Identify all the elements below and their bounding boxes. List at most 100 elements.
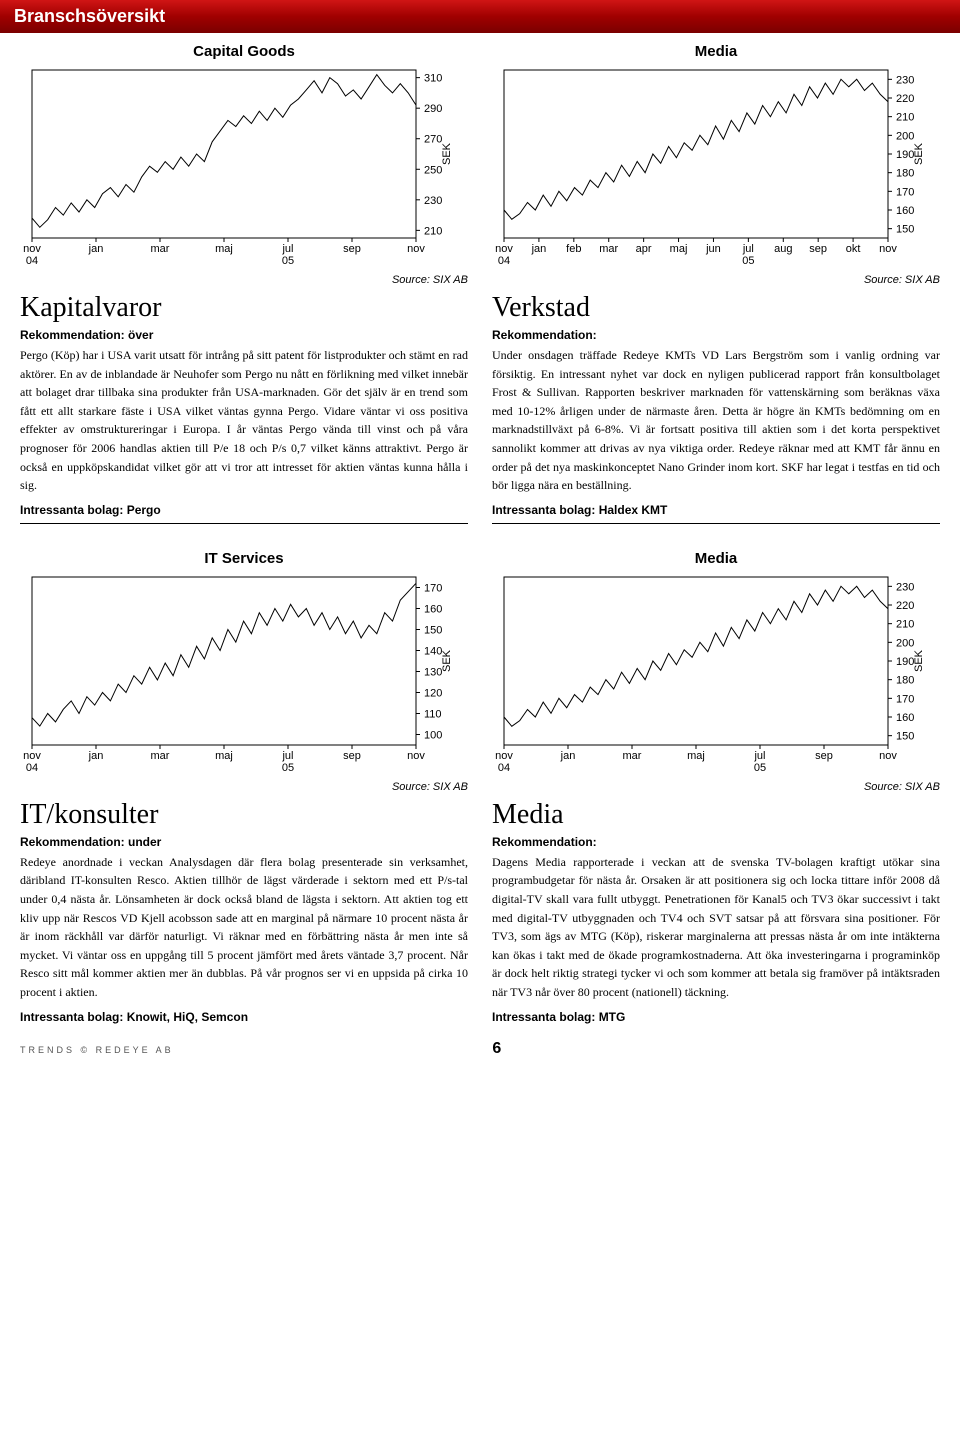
- page-header: Branschsöversikt: [0, 0, 960, 33]
- svg-text:110: 110: [424, 708, 442, 720]
- header-title: Branschsöversikt: [14, 6, 165, 26]
- svg-text:160: 160: [424, 603, 442, 615]
- chart-media-top: 150160170180190200210220230 nov04janfebm…: [492, 62, 940, 272]
- svg-text:210: 210: [896, 112, 914, 124]
- chart-source: Source: SIX AB: [20, 781, 468, 793]
- svg-text:jan: jan: [88, 243, 104, 255]
- body-itkonsulter: Redeye anordnade i veckan Analysdagen dä…: [20, 853, 468, 1002]
- svg-text:mar: mar: [623, 750, 642, 762]
- divider: [20, 523, 468, 524]
- svg-text:190: 190: [896, 149, 914, 161]
- svg-text:apr: apr: [636, 243, 652, 255]
- svg-text:SEK: SEK: [441, 649, 453, 672]
- svg-text:sep: sep: [815, 750, 833, 762]
- svg-text:250: 250: [424, 164, 442, 176]
- svg-text:jan: jan: [560, 750, 576, 762]
- svg-text:220: 220: [896, 600, 914, 612]
- svg-text:mar: mar: [599, 243, 618, 255]
- footer-page-number: 6: [492, 1040, 501, 1058]
- svg-text:230: 230: [896, 74, 914, 86]
- chart-source: Source: SIX AB: [20, 274, 468, 286]
- col-capital-goods: Capital Goods 210230250270290310 nov04ja…: [20, 43, 468, 534]
- reco-media: Rekommendation:: [492, 835, 940, 849]
- svg-text:200: 200: [896, 637, 914, 649]
- svg-text:05: 05: [282, 255, 294, 267]
- svg-text:200: 200: [896, 130, 914, 142]
- svg-text:210: 210: [896, 618, 914, 630]
- svg-text:jan: jan: [88, 750, 104, 762]
- svg-text:maj: maj: [215, 750, 233, 762]
- chart-source: Source: SIX AB: [492, 274, 940, 286]
- svg-text:230: 230: [896, 581, 914, 593]
- svg-text:jun: jun: [705, 243, 721, 255]
- reco-kapitalvaror: Rekommendation: över: [20, 328, 468, 342]
- svg-text:05: 05: [754, 762, 766, 774]
- chart-title-media-bottom: Media: [492, 550, 940, 567]
- section-title-itkonsulter: IT/konsulter: [20, 799, 468, 831]
- body-kapitalvaror: Pergo (Köp) har i USA varit utsatt för i…: [20, 346, 468, 495]
- svg-text:04: 04: [26, 255, 38, 267]
- svg-text:150: 150: [424, 624, 442, 636]
- chart-title-capital-goods: Capital Goods: [20, 43, 468, 60]
- svg-text:04: 04: [498, 762, 510, 774]
- page-footer: TRENDS © REDEYE AB 6: [0, 1040, 960, 1068]
- svg-text:04: 04: [26, 762, 38, 774]
- svg-text:nov: nov: [407, 243, 425, 255]
- svg-text:SEK: SEK: [913, 142, 925, 165]
- svg-text:maj: maj: [687, 750, 705, 762]
- section-title-verkstad: Verkstad: [492, 292, 940, 324]
- svg-text:mar: mar: [151, 750, 170, 762]
- svg-text:jul: jul: [281, 750, 293, 762]
- row-bottom: IT Services 100110120130140150160170 nov…: [20, 550, 940, 1024]
- svg-text:160: 160: [896, 712, 914, 724]
- svg-text:maj: maj: [670, 243, 688, 255]
- svg-text:nov: nov: [879, 243, 897, 255]
- divider: [492, 523, 940, 524]
- svg-text:210: 210: [424, 225, 442, 237]
- svg-text:mar: mar: [151, 243, 170, 255]
- svg-text:jan: jan: [531, 243, 547, 255]
- reco-verkstad: Rekommendation:: [492, 328, 940, 342]
- interesting-kapitalvaror: Intressanta bolag: Pergo: [20, 503, 468, 517]
- content-area: Capital Goods 210230250270290310 nov04ja…: [0, 33, 960, 1024]
- svg-text:04: 04: [498, 255, 510, 267]
- svg-text:220: 220: [896, 93, 914, 105]
- svg-text:290: 290: [424, 103, 442, 115]
- svg-text:270: 270: [424, 134, 442, 146]
- col-media-top: Media 150160170180190200210220230 nov04j…: [492, 43, 940, 534]
- svg-text:170: 170: [896, 693, 914, 705]
- svg-text:nov: nov: [407, 750, 425, 762]
- svg-text:jul: jul: [281, 243, 293, 255]
- svg-text:190: 190: [896, 656, 914, 668]
- svg-text:aug: aug: [774, 243, 792, 255]
- col-media-bottom: Media 150160170180190200210220230 nov04j…: [492, 550, 940, 1024]
- chart-capital-goods: 210230250270290310 nov04janmarmajjul05se…: [20, 62, 468, 272]
- footer-left: TRENDS © REDEYE AB: [20, 1045, 174, 1055]
- svg-text:nov: nov: [495, 750, 513, 762]
- svg-text:140: 140: [424, 645, 442, 657]
- body-verkstad: Under onsdagen träffade Redeye KMTs VD L…: [492, 346, 940, 495]
- svg-text:SEK: SEK: [913, 649, 925, 672]
- chart-it-services: 100110120130140150160170 nov04janmarmajj…: [20, 569, 468, 779]
- svg-text:05: 05: [742, 255, 754, 267]
- svg-text:05: 05: [282, 762, 294, 774]
- section-title-kapitalvaror: Kapitalvaror: [20, 292, 468, 324]
- svg-text:okt: okt: [846, 243, 861, 255]
- svg-text:nov: nov: [879, 750, 897, 762]
- svg-text:sep: sep: [343, 243, 361, 255]
- svg-text:SEK: SEK: [441, 142, 453, 165]
- svg-text:230: 230: [424, 195, 442, 207]
- col-it-services: IT Services 100110120130140150160170 nov…: [20, 550, 468, 1024]
- svg-text:120: 120: [424, 687, 442, 699]
- chart-media-bottom: 150160170180190200210220230 nov04janmarm…: [492, 569, 940, 779]
- section-title-media: Media: [492, 799, 940, 831]
- interesting-verkstad: Intressanta bolag: Haldex KMT: [492, 503, 940, 517]
- svg-text:jul: jul: [753, 750, 765, 762]
- chart-title-media-top: Media: [492, 43, 940, 60]
- svg-text:170: 170: [896, 186, 914, 198]
- svg-text:150: 150: [896, 224, 914, 236]
- interesting-media: Intressanta bolag: MTG: [492, 1010, 940, 1024]
- reco-itkonsulter: Rekommendation: under: [20, 835, 468, 849]
- svg-text:130: 130: [424, 666, 442, 678]
- svg-text:jul: jul: [742, 243, 754, 255]
